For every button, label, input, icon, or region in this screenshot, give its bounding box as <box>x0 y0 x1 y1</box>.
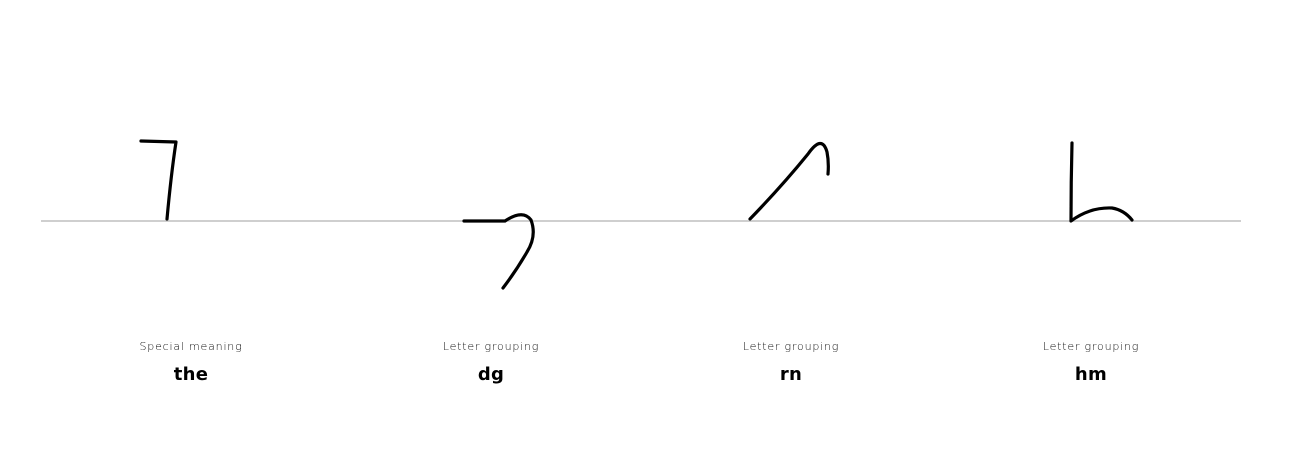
card-meaning-the: the <box>173 364 209 385</box>
hm-glyph <box>1069 141 1134 223</box>
rn-glyph <box>748 141 830 221</box>
card-category-rn: Letter grouping <box>742 340 840 353</box>
card-meaning-rn: rn <box>779 364 803 385</box>
card-category-dg: Letter grouping <box>442 340 540 353</box>
dg-glyph <box>462 213 535 290</box>
writing-baseline <box>41 220 1241 222</box>
card-meaning-hm: hm <box>1074 364 1108 385</box>
the-glyph <box>139 139 178 221</box>
card-meaning-dg: dg <box>477 364 505 385</box>
card-category-the: Special meaning <box>139 340 243 353</box>
card-category-hm: Letter grouping <box>1042 340 1140 353</box>
